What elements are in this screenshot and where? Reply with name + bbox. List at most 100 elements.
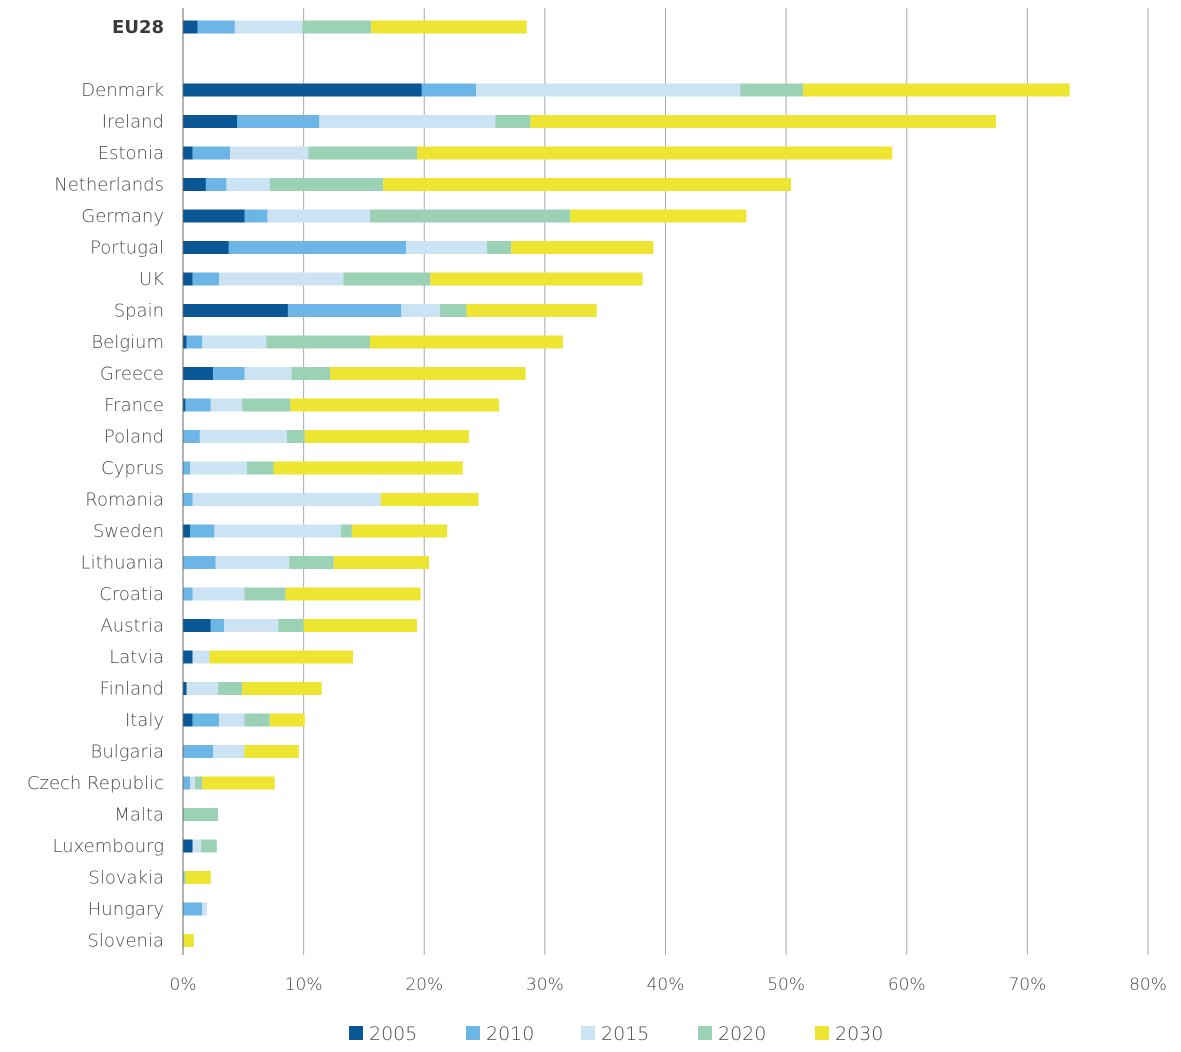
- x-tick-label: 30%: [526, 975, 564, 995]
- category-label: Romania: [85, 490, 164, 511]
- bar-finland-2020: [217, 682, 243, 695]
- bar-france-2005: [183, 398, 186, 412]
- category-label: Malta: [114, 805, 164, 826]
- legend-label: 2020: [718, 1023, 766, 1045]
- bar-poland-2030: [304, 430, 469, 443]
- bar-italy-2005: [183, 713, 193, 727]
- bar-portugal-2030: [511, 241, 654, 254]
- bar-estonia-2005: [183, 146, 193, 160]
- bar-austria-2020: [278, 619, 304, 632]
- bar-romania-2015: [192, 493, 381, 506]
- bar-croatia-2015: [192, 587, 245, 601]
- bar-france-2015: [210, 398, 243, 412]
- bar-italy-2010: [192, 713, 220, 727]
- bar-eu28-2005: [183, 20, 198, 34]
- bar-uk-2030: [430, 272, 643, 286]
- bar-italy-2015: [219, 713, 245, 727]
- bar-france-2020: [242, 398, 291, 412]
- category-label: Croatia: [99, 584, 164, 605]
- bar-portugal-2020: [486, 241, 512, 254]
- bar-netherlands-2010: [205, 178, 227, 191]
- bar-finland-2030: [242, 682, 322, 695]
- bar-germany-2005: [183, 209, 245, 223]
- category-label: UK: [139, 269, 164, 290]
- bar-germany-2015: [267, 209, 370, 223]
- category-label: Luxembourg: [52, 836, 164, 857]
- category-label: Slovenia: [87, 931, 164, 952]
- category-label: Sweden: [93, 521, 164, 542]
- bar-belgium-2020: [266, 335, 370, 349]
- category-label: Portugal: [90, 238, 164, 259]
- bar-croatia-2010: [183, 587, 193, 601]
- legend-label: 2015: [601, 1023, 649, 1045]
- category-label: Germany: [81, 206, 164, 227]
- category-label: Spain: [114, 301, 164, 322]
- category-label: Cyprus: [101, 458, 164, 479]
- bar-malta-2020: [183, 808, 218, 821]
- bar-czech-republic-2010: [183, 776, 191, 790]
- bar-finland-2005: [183, 682, 187, 695]
- legend-label: 2030: [835, 1023, 883, 1045]
- bar-denmark-2005: [183, 83, 422, 97]
- bar-bulgaria-2030: [244, 745, 299, 758]
- legend-swatch-2010: [466, 1026, 480, 1040]
- bar-netherlands-2020: [269, 178, 384, 191]
- bar-lithuania-2010: [183, 556, 216, 569]
- category-label: Estonia: [98, 143, 164, 164]
- bar-belgium-2005: [183, 335, 187, 349]
- bar-estonia-2010: [192, 146, 231, 160]
- bar-czech-republic-2020: [195, 776, 203, 790]
- bar-denmark-2010: [421, 83, 477, 97]
- bar-sweden-2005: [183, 524, 191, 538]
- bar-romania-2010: [183, 493, 193, 506]
- bar-austria-2015: [224, 619, 279, 632]
- bar-denmark-2020: [740, 83, 804, 97]
- bar-greece-2030: [330, 367, 526, 380]
- bar-luxembourg-2005: [183, 839, 193, 853]
- x-tick-label: 50%: [767, 975, 805, 995]
- bar-bulgaria-2015: [213, 745, 245, 758]
- bar-croatia-2020: [244, 587, 286, 601]
- bar-denmark-2015: [476, 83, 741, 97]
- bar-lithuania-2015: [215, 556, 290, 569]
- bar-cyprus-2010: [183, 461, 191, 475]
- bar-lithuania-2030: [333, 556, 430, 569]
- bar-czech-republic-2015: [190, 776, 196, 790]
- legend-label: 2005: [369, 1023, 417, 1045]
- bar-sweden-2010: [190, 524, 215, 538]
- bar-italy-2030: [269, 713, 305, 727]
- bar-estonia-2015: [230, 146, 309, 160]
- bar-portugal-2015: [406, 241, 487, 254]
- legend-swatch-2020: [698, 1026, 712, 1040]
- bar-belgium-2015: [202, 335, 267, 349]
- x-tick-label: 10%: [285, 975, 323, 995]
- bar-hungary-2010: [183, 902, 203, 916]
- bar-eu28-2010: [197, 20, 235, 34]
- bar-uk-2020: [343, 272, 431, 286]
- bar-slovenia-2030: [183, 934, 194, 947]
- bar-latvia-2030: [209, 650, 354, 664]
- x-tick-label: 60%: [888, 975, 926, 995]
- bar-ireland-2005: [183, 115, 238, 128]
- category-label: Hungary: [88, 899, 164, 920]
- bar-latvia-2005: [183, 650, 193, 664]
- bar-greece-2020: [291, 367, 331, 380]
- bar-belgium-2010: [186, 335, 203, 349]
- bar-france-2030: [290, 398, 500, 412]
- bar-spain-2015: [401, 304, 440, 317]
- bar-finland-2015: [186, 682, 218, 695]
- x-tick-label: 40%: [647, 975, 685, 995]
- bar-eu28-2015: [234, 20, 303, 34]
- category-label: Czech Republic: [27, 773, 164, 794]
- bar-germany-2020: [369, 209, 571, 223]
- bar-denmark-2030: [803, 83, 1070, 97]
- bar-luxembourg-2020: [201, 839, 217, 853]
- bar-uk-2015: [219, 272, 344, 286]
- category-label: Lithuania: [81, 553, 164, 574]
- bar-greece-2005: [183, 367, 214, 380]
- bar-netherlands-2015: [226, 178, 270, 191]
- bar-greece-2015: [244, 367, 292, 380]
- bar-hungary-2015: [202, 902, 208, 916]
- bar-bulgaria-2010: [183, 745, 214, 758]
- bar-uk-2005: [183, 272, 193, 286]
